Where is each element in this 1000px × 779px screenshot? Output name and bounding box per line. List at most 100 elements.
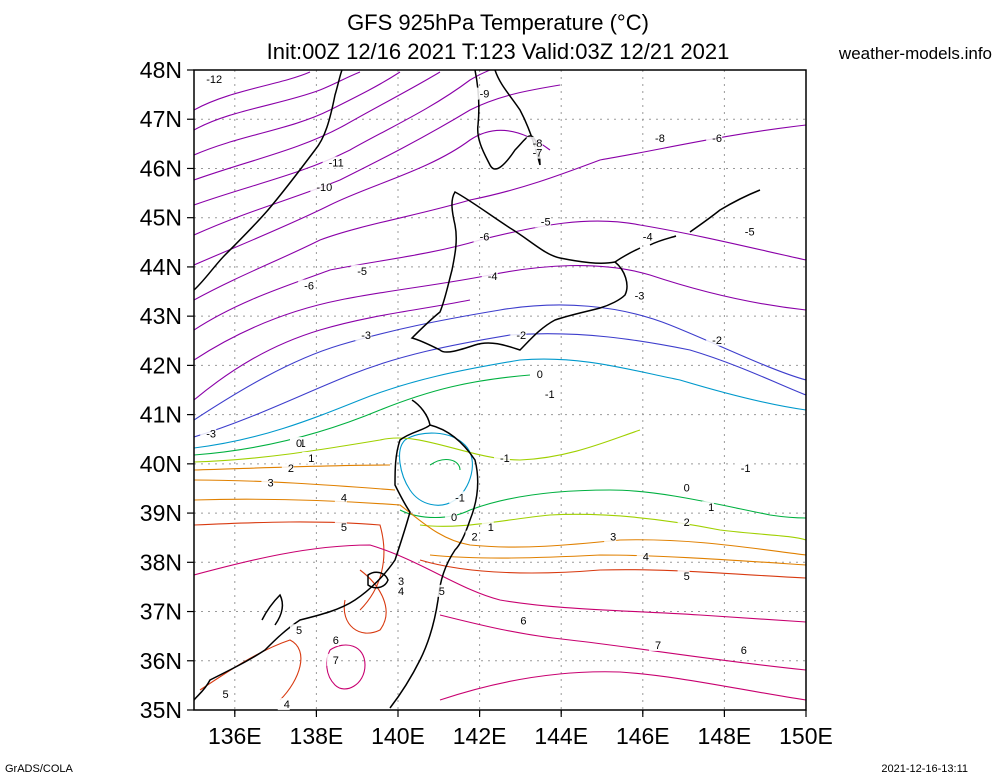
contour-line: [194, 70, 491, 206]
contour-label: 6: [520, 615, 526, 627]
contour-label: -1: [741, 463, 751, 475]
contour-label: -6: [712, 133, 722, 145]
contour-label: -11: [329, 158, 344, 170]
contour-label: 2: [471, 532, 477, 544]
contour-label-bg: [302, 451, 315, 464]
software-credit: GrADS/COLA: [5, 763, 73, 775]
contour-label-bg: [290, 624, 302, 637]
contour-line: [194, 129, 551, 266]
contour-label: -7: [533, 148, 543, 160]
contour-line: [343, 569, 387, 634]
lat-label: 46N: [140, 155, 182, 181]
contour-label-bg: [706, 131, 723, 144]
contour-label: 1: [308, 453, 314, 465]
temperature-contours: [194, 70, 806, 701]
contour-label-bg: [355, 328, 372, 341]
contour-label-bg: [636, 230, 653, 243]
contour-label-bg: [392, 584, 404, 597]
contour-label-bg: [481, 269, 498, 282]
contour-label-bg: [649, 131, 666, 144]
contour-label: -5: [357, 266, 367, 278]
contour-label: 1: [708, 502, 714, 514]
contour-label: -3: [635, 290, 645, 302]
contour-label-bg: [628, 289, 645, 302]
contour-label-bg: [351, 264, 368, 277]
lat-label: 44N: [140, 254, 182, 280]
coastline-sado: [367, 571, 389, 589]
lon-label: 148E: [698, 723, 752, 749]
lon-label: 150E: [779, 723, 833, 749]
lon-label: 136E: [208, 723, 262, 749]
coastline-noto: [261, 593, 284, 626]
contour-label: 1: [488, 522, 494, 534]
contour-label: -3: [206, 428, 216, 440]
lat-label: 37N: [140, 599, 182, 625]
contour-line: [194, 358, 806, 449]
contour-label-bg: [465, 530, 478, 543]
contour-label-bg: [636, 550, 649, 563]
contour-label: 0: [537, 369, 543, 381]
contour-label: 2: [288, 463, 294, 475]
contour-label-bg: [392, 575, 404, 587]
contour-line: [419, 559, 806, 579]
contour-label: -5: [745, 226, 755, 238]
contour-label-bg: [481, 520, 494, 533]
contour-label: -10: [316, 182, 332, 194]
contour-line: [199, 639, 302, 701]
contour-label: -6: [304, 281, 314, 293]
contour-label: 7: [655, 640, 661, 652]
contour-label-bg: [677, 570, 690, 583]
contour-line: [194, 479, 396, 491]
contour-label-bg: [734, 461, 751, 474]
lon-label: 142E: [453, 723, 507, 749]
lon-label: 138E: [290, 723, 344, 749]
generated-timestamp: 2021-12-16-13:11: [881, 763, 968, 775]
contour-label: 3: [267, 478, 273, 490]
contour-label: 3: [610, 532, 616, 544]
contour-label-bg: [677, 515, 690, 528]
lat-label: 48N: [140, 57, 182, 83]
contour-line: [326, 644, 366, 690]
contour-line: [194, 71, 361, 131]
longitude-labels: 136E 138E 140E 142E 144E 146E 148E 150E: [208, 723, 833, 749]
lat-label: 38N: [140, 549, 182, 575]
site-label: weather-models.info: [838, 44, 992, 63]
lon-label: 140E: [371, 723, 425, 749]
contour-line: [439, 614, 806, 671]
contour-line: [194, 429, 641, 463]
contour-label: -1: [455, 492, 465, 504]
lat-label: 43N: [140, 303, 182, 329]
latitude-labels: 35N 36N 37N 38N 39N 40N 41N 42N 43N 44N 45N 46N 47N 4…: [140, 57, 182, 723]
contour-label: 6: [333, 635, 339, 647]
contour-label-bg: [445, 511, 458, 523]
contour-label: -6: [480, 231, 490, 243]
contour-line: [194, 498, 806, 556]
contour-line: [194, 84, 561, 236]
chart-title: GFS 925hPa Temperature (°C): [347, 10, 649, 35]
contour-label-bg: [514, 614, 527, 627]
lat-label: 45N: [140, 205, 182, 231]
contour-label: 4: [284, 699, 290, 711]
coastline-honshu: [194, 399, 431, 701]
contour-label: 2: [684, 517, 690, 529]
contour-label-bg: [473, 87, 490, 100]
contour-label: 5: [439, 586, 445, 598]
contour-label-bg: [290, 437, 302, 450]
contour-line: [419, 513, 806, 541]
contour-line: [194, 464, 391, 471]
contour-label: -8: [533, 138, 543, 150]
contour-label-bg: [326, 653, 339, 666]
chart-subtitle: Init:00Z 12/16 2021 T:123 Valid:03Z 12/2…: [266, 39, 730, 64]
contour-label: -9: [480, 89, 490, 101]
contour-label: -1: [500, 453, 510, 465]
coastline-mainland: [194, 70, 343, 291]
contour-label: -4: [643, 231, 653, 243]
contour-label-bg: [432, 584, 445, 597]
coastline-honshu-east: [389, 424, 479, 709]
contour-line: [194, 544, 806, 623]
contour-label-bg: [310, 181, 331, 194]
contour-label: -12: [206, 74, 222, 86]
lat-label: 40N: [140, 451, 182, 477]
contour-line: [194, 299, 471, 401]
